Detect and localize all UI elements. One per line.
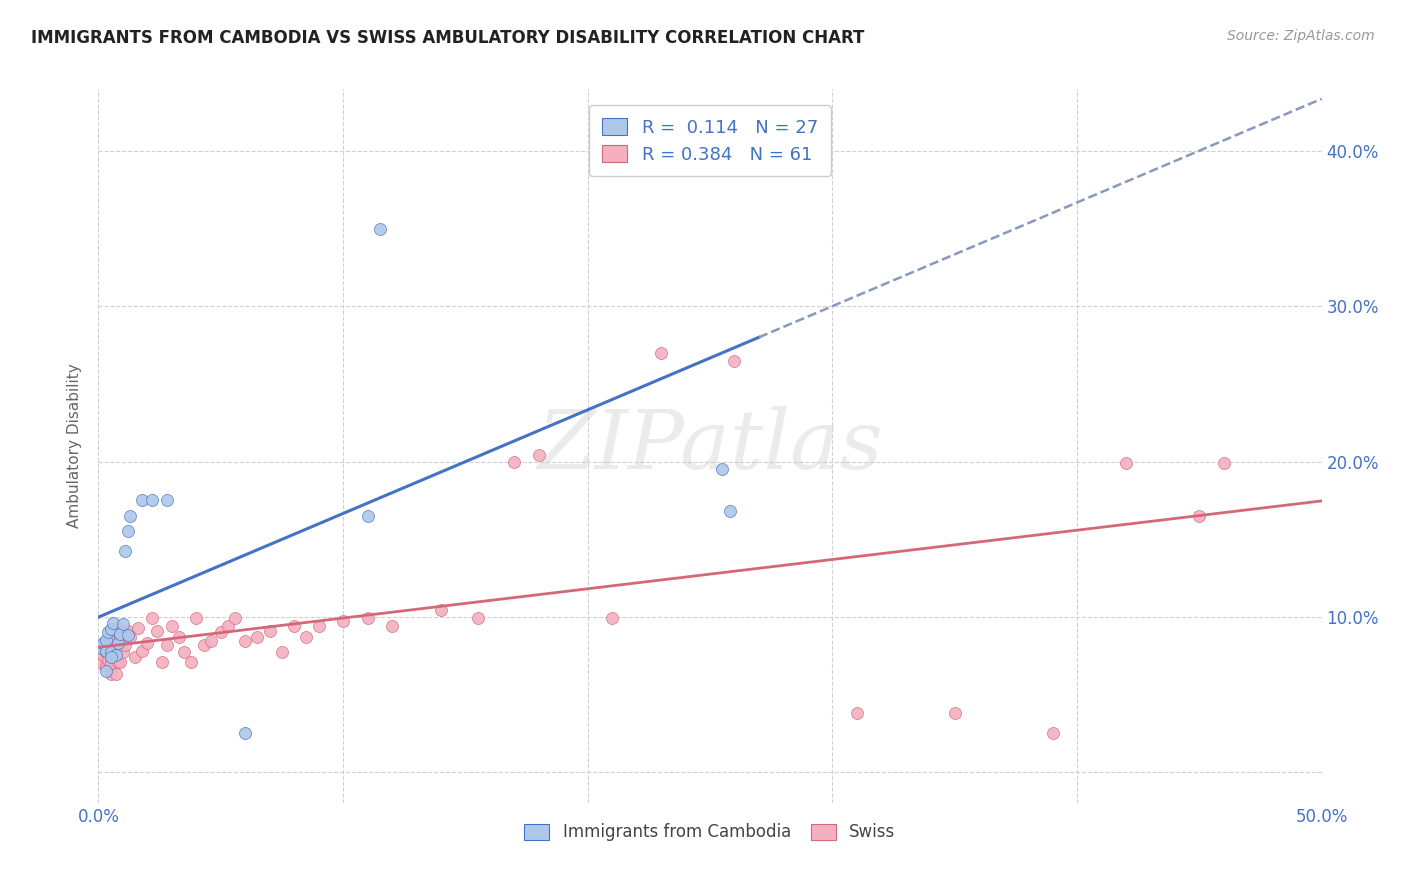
Point (193, 638, 215, 652)
Point (233, 726, 256, 740)
Legend: Immigrants from Cambodia, Swiss: Immigrants from Cambodia, Swiss (517, 817, 903, 848)
Point (141, 493, 163, 508)
Point (97, 642, 120, 657)
Point (101, 634, 124, 648)
Point (100, 667, 122, 681)
Point (100, 650, 122, 665)
Point (356, 508, 378, 523)
Point (167, 630, 190, 644)
Point (270, 645, 294, 659)
Point (186, 611, 208, 625)
Point (114, 544, 136, 558)
Point (711, 462, 734, 476)
Point (723, 353, 745, 368)
Text: ZIPatlas: ZIPatlas (537, 406, 883, 486)
Point (90, 640, 112, 655)
Point (131, 644, 153, 658)
Point (356, 611, 378, 625)
Point (600, 611, 623, 625)
Point (1212, 456, 1234, 470)
Point (110, 655, 132, 669)
Point (114, 638, 136, 652)
Point (94, 645, 117, 659)
Point (156, 638, 179, 652)
Point (259, 624, 281, 638)
Point (94, 644, 117, 658)
Point (503, 454, 526, 468)
Point (200, 634, 222, 648)
Point (136, 636, 159, 650)
Point (94, 664, 117, 678)
Point (467, 611, 489, 625)
Point (141, 611, 163, 625)
Point (100, 622, 122, 636)
Point (160, 619, 183, 633)
Point (246, 630, 269, 644)
Point (97, 625, 120, 640)
Point (217, 619, 239, 633)
Point (104, 648, 127, 663)
Point (233, 634, 256, 648)
Point (131, 493, 153, 508)
Point (110, 626, 132, 640)
Point (100, 645, 122, 659)
Point (180, 655, 202, 669)
Point (110, 632, 132, 646)
Point (107, 636, 129, 650)
Point (120, 630, 142, 644)
Text: Source: ZipAtlas.com: Source: ZipAtlas.com (1227, 29, 1375, 44)
Point (943, 706, 966, 720)
Point (332, 615, 354, 629)
Point (120, 508, 142, 523)
Point (156, 493, 179, 508)
Point (150, 655, 173, 669)
Point (124, 650, 146, 665)
Point (173, 645, 195, 659)
Point (117, 624, 139, 638)
Point (90, 656, 112, 670)
Point (117, 628, 139, 642)
Point (111, 645, 134, 659)
Text: IMMIGRANTS FROM CAMBODIA VS SWISS AMBULATORY DISABILITY CORRELATION CHART: IMMIGRANTS FROM CAMBODIA VS SWISS AMBULA… (31, 29, 865, 47)
Y-axis label: Ambulatory Disability: Ambulatory Disability (67, 364, 83, 528)
Point (127, 620, 149, 634)
Point (107, 620, 129, 634)
Point (146, 624, 169, 638)
Point (283, 619, 305, 633)
Point (650, 346, 672, 360)
Point (430, 603, 453, 617)
Point (101, 647, 124, 661)
Point (718, 504, 741, 518)
Point (1042, 726, 1064, 740)
Point (94, 659, 117, 673)
Point (91, 648, 114, 663)
Point (101, 615, 124, 630)
Point (748, 160, 770, 174)
Point (209, 625, 232, 640)
Point (111, 617, 134, 632)
Point (381, 619, 404, 633)
Point (104, 667, 127, 681)
Point (1115, 456, 1137, 470)
Point (224, 611, 246, 625)
Point (368, 222, 391, 236)
Point (91, 636, 114, 650)
Point (117, 524, 139, 539)
Point (1188, 508, 1211, 523)
Point (308, 619, 330, 633)
Point (845, 706, 868, 720)
Point (91, 638, 114, 652)
Point (100, 656, 122, 670)
Point (94, 632, 117, 647)
Point (295, 630, 318, 644)
Point (107, 655, 129, 669)
Point (527, 448, 550, 462)
Point (97, 653, 120, 667)
